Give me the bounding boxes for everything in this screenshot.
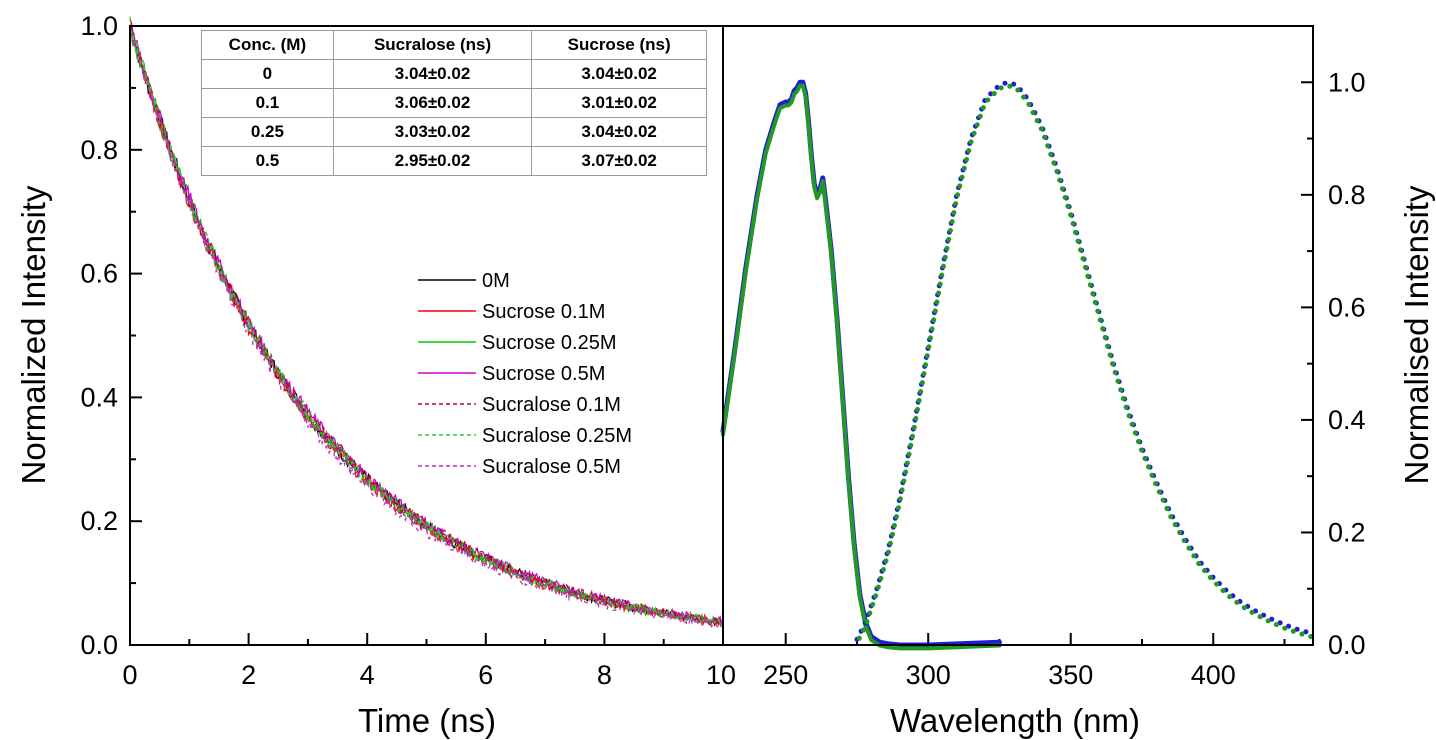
- spectra-x-tick-label: 300: [906, 660, 951, 690]
- table-cell-sucralose: 3.06±0.02: [332, 88, 533, 118]
- decay-y-tick-label: 0.0: [80, 630, 118, 660]
- spectra-plot-frame: [722, 25, 1314, 646]
- table-row: 0.5 2.95±0.02 3.07±0.02: [201, 146, 707, 176]
- table-cell-sucrose: 3.07±0.02: [531, 146, 707, 176]
- decay-y-tick-label: 0.8: [80, 135, 118, 165]
- legend-label: Sucralose 0.25M: [482, 425, 632, 447]
- excitation-curve-1: [721, 83, 1002, 651]
- table-header-sucralose: Sucralose (ns): [332, 30, 533, 60]
- decay-y-tick-label: 0.4: [80, 382, 118, 412]
- decay-y-axis-title: Normalized Intensity: [15, 185, 52, 484]
- spectra-y-tick-label: 0.8: [1328, 180, 1366, 210]
- lifetime-table: Conc. (M) Sucralose (ns) Sucrose (ns) 0 …: [201, 30, 707, 176]
- spectra-x-tick-label: 350: [1048, 660, 1093, 690]
- table-cell-sucralose: 3.03±0.02: [332, 117, 533, 147]
- table-row: 0.1 3.06±0.02 3.01±0.02: [201, 88, 707, 118]
- table-row: 0.25 3.03±0.02 3.04±0.02: [201, 117, 707, 147]
- table-cell-sucralose: 3.04±0.02: [332, 59, 533, 89]
- decay-x-axis-title: Time (ns): [358, 702, 496, 739]
- decay-legend: 0M Sucrose 0.1M Sucrose 0.25M Sucrose 0.5M S…: [418, 270, 632, 478]
- legend-label: Sucrose 0.5M: [482, 363, 605, 385]
- decay-x-tick-label: 8: [597, 660, 612, 690]
- emission-curve-0: [854, 79, 1316, 642]
- table-cell-conc: 0.5: [201, 146, 334, 176]
- table-header-conc: Conc. (M): [201, 30, 334, 60]
- table-cell-sucrose: 3.04±0.02: [531, 59, 707, 89]
- table-header-sucrose: Sucrose (ns): [531, 30, 707, 60]
- table-cell-sucrose: 3.01±0.02: [531, 88, 707, 118]
- spectra-y-tick-label: 0.6: [1328, 292, 1366, 322]
- decay-x-tick-label: 2: [241, 660, 256, 690]
- spectra-y-tick-label: 0.0: [1328, 630, 1366, 660]
- table-cell-conc: 0.1: [201, 88, 334, 118]
- table-cell-conc: 0.25: [201, 117, 334, 147]
- spectra-x-tick-label: 250: [763, 660, 808, 690]
- legend-label: Sucralose 0.5M: [482, 456, 621, 478]
- spectra-series: [720, 79, 1316, 651]
- decay-y-tick-label: 0.2: [80, 506, 118, 536]
- table-cell-sucralose: 2.95±0.02: [332, 146, 533, 176]
- spectra-x-tick-label: 400: [1191, 660, 1236, 690]
- decay-x-tick-label: 4: [360, 660, 375, 690]
- spectra-x-axis-title: Wavelength (nm): [890, 702, 1140, 739]
- spectra-y-tick-label: 0.4: [1328, 405, 1366, 435]
- spectra-axis-ticks: 250 300 350 400 0.0 0.2 0.4 0.6 0.8 1.0: [763, 25, 1366, 690]
- decay-x-tick-label: 6: [478, 660, 493, 690]
- spectra-y-axis-title: Normalised Intensity: [1398, 185, 1435, 484]
- decay-series: [129, 16, 724, 629]
- decay-y-tick-label: 1.0: [80, 11, 118, 41]
- legend-label: Sucrose 0.1M: [482, 301, 605, 323]
- table-cell-conc: 0: [201, 59, 334, 89]
- legend-label: 0M: [482, 270, 510, 292]
- lifetime-table-header-row: Conc. (M) Sucralose (ns) Sucrose (ns): [201, 30, 707, 60]
- legend-label: Sucralose 0.1M: [482, 394, 621, 416]
- table-cell-sucrose: 3.04±0.02: [531, 117, 707, 147]
- emission-curve-1: [854, 83, 1316, 646]
- decay-x-tick-label: 10: [706, 660, 736, 690]
- decay-y-tick-label: 0.6: [80, 259, 118, 289]
- legend-label: Sucrose 0.25M: [482, 332, 617, 354]
- spectra-y-tick-label: 0.2: [1328, 517, 1366, 547]
- table-row: 0 3.04±0.02 3.04±0.02: [201, 59, 707, 89]
- decay-x-tick-label: 0: [122, 660, 137, 690]
- spectra-y-tick-label: 1.0: [1328, 67, 1366, 97]
